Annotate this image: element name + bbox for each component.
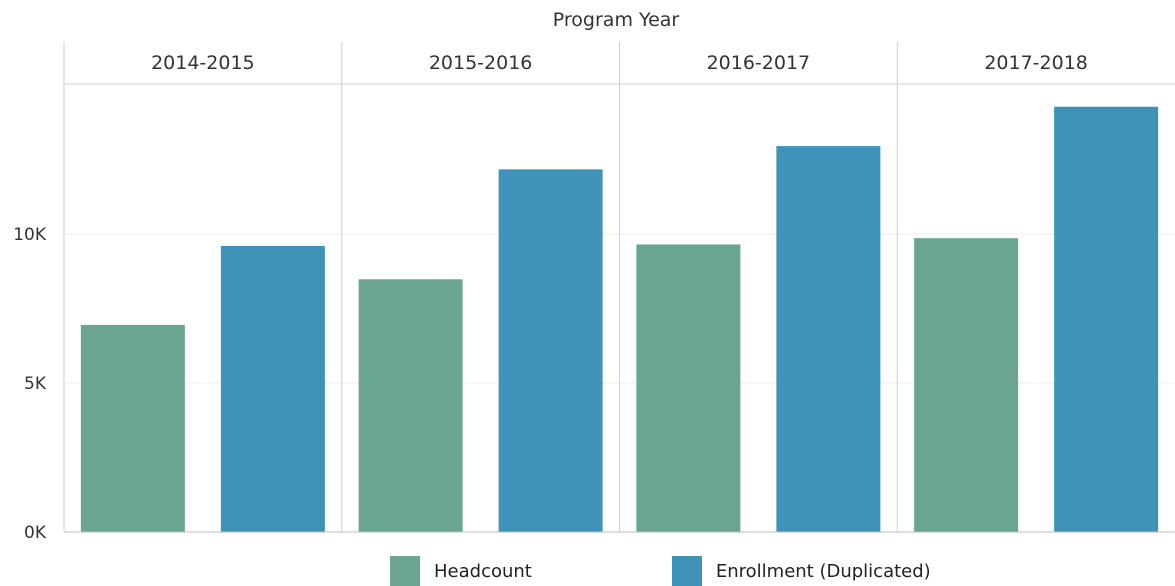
chart-title: Program Year bbox=[553, 9, 680, 31]
y-tick-label: 0K bbox=[24, 523, 47, 543]
y-tick-label: 10K bbox=[13, 225, 47, 245]
category-header: 2016-2017 bbox=[707, 52, 811, 74]
bar-enrollment[interactable] bbox=[498, 169, 603, 533]
bar-enrollment[interactable] bbox=[220, 245, 325, 533]
bar-enrollment[interactable] bbox=[776, 146, 881, 532]
legend-label-headcount: Headcount bbox=[434, 560, 532, 582]
category-header: 2014-2015 bbox=[151, 52, 255, 74]
bar-enrollment[interactable] bbox=[1054, 106, 1159, 532]
bar-headcount[interactable] bbox=[636, 244, 741, 532]
legend-item-headcount: Headcount bbox=[390, 556, 532, 586]
legend-swatch-headcount bbox=[390, 556, 420, 586]
legend-swatch-enrollment bbox=[671, 556, 702, 586]
bar-headcount[interactable] bbox=[80, 324, 185, 532]
category-header: 2015-2016 bbox=[429, 52, 533, 74]
legend-item-enrollment: Enrollment (Duplicated) bbox=[671, 556, 931, 586]
legend-label-enrollment: Enrollment (Duplicated) bbox=[715, 560, 931, 582]
y-tick-label: 5K bbox=[24, 374, 47, 394]
bar-headcount[interactable] bbox=[914, 238, 1019, 532]
legend: Headcount Enrollment (Duplicated) bbox=[390, 556, 931, 586]
bar-headcount[interactable] bbox=[358, 279, 463, 532]
category-header: 2017-2018 bbox=[984, 52, 1088, 74]
